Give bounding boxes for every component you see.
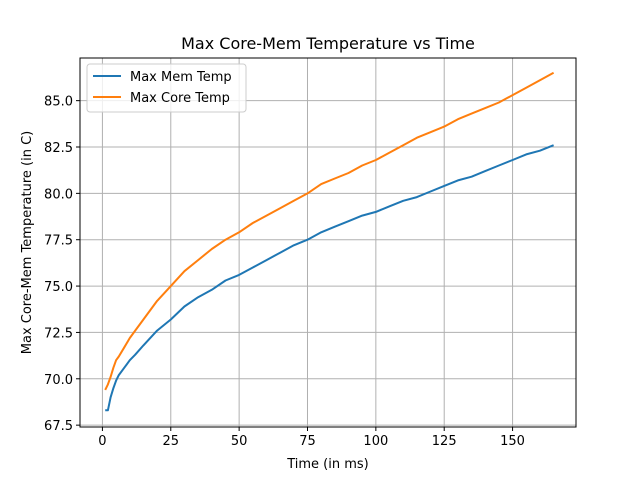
x-tick-label: 150 (500, 434, 525, 449)
legend-label-max-core-temp: Max Core Temp (130, 91, 230, 106)
x-tick-label: 100 (363, 434, 388, 449)
legend-label-max-mem-temp: Max Mem Temp (130, 70, 232, 85)
x-tick-label: 25 (163, 434, 180, 449)
y-tick-label: 72.5 (44, 326, 73, 341)
x-tick-label: 75 (299, 434, 316, 449)
plot-area (80, 58, 576, 427)
y-tick-label: 70.0 (44, 373, 73, 388)
y-tick-label: 82.5 (44, 141, 73, 156)
y-tick-label: 77.5 (44, 234, 73, 249)
y-tick-label: 80.0 (44, 187, 73, 202)
y-tick-label: 85.0 (44, 95, 73, 110)
plot-frame (79, 57, 577, 428)
chart-title: Max Core-Mem Temperature vs Time (181, 34, 475, 53)
series-line-max-mem-temp (105, 144, 554, 412)
x-tick-label: 125 (432, 434, 457, 449)
y-tick-label: 75.0 (44, 280, 73, 295)
series-line-max-core-temp (104, 71, 555, 391)
legend: Max Mem Temp Max Core Temp (86, 63, 247, 113)
legend-box (86, 63, 247, 113)
x-tick-label: 50 (231, 434, 248, 449)
y-axis-label: Max Core-Mem Temperature (in C) (20, 131, 35, 354)
y-tick-label: 67.5 (44, 419, 73, 434)
tick-layer: 0 25 50 75 100 125 150 67.5 70.0 72.5 75.0 77.5 80.0… (44, 95, 525, 449)
grid-layer (80, 58, 576, 427)
x-axis-label: Time (in ms) (286, 457, 369, 472)
series-layer (104, 71, 555, 412)
x-tick-label: 0 (98, 434, 106, 449)
